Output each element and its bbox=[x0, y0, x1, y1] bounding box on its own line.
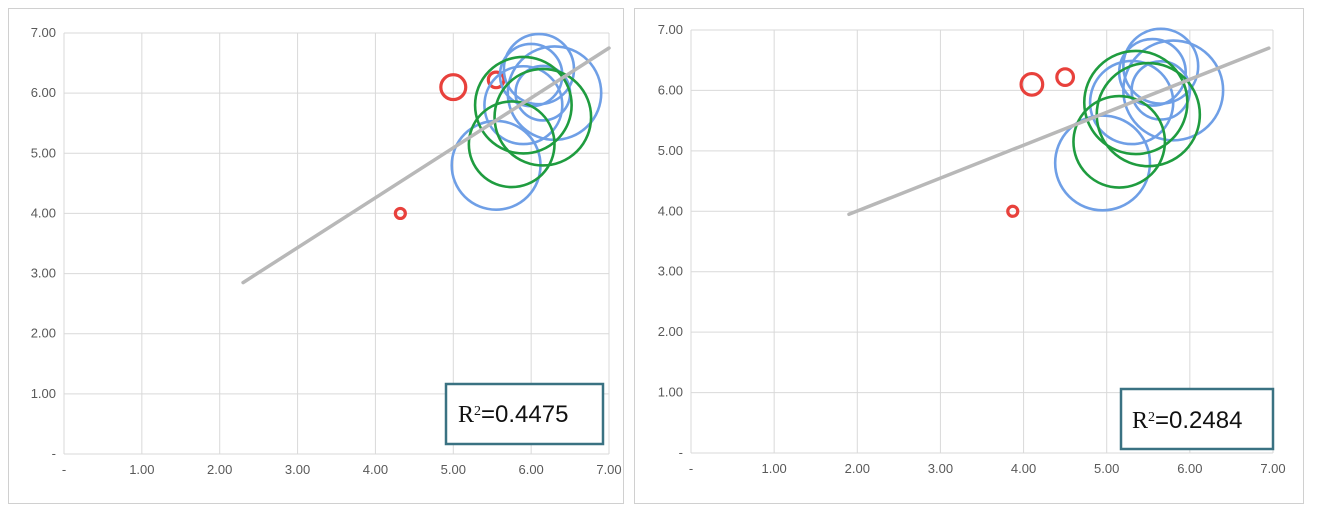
x-tick-label: 5.00 bbox=[1094, 461, 1119, 476]
x-tick-label: 2.00 bbox=[207, 462, 232, 477]
bubble-point bbox=[1122, 27, 1200, 105]
y-tick-label: 4.00 bbox=[31, 205, 56, 220]
r2-label: R2=0.2484 bbox=[1132, 407, 1242, 434]
bubble-point bbox=[1055, 67, 1076, 88]
y-tick-label: 7.00 bbox=[658, 22, 683, 37]
bubble-point bbox=[1082, 49, 1189, 156]
x-tick-label: 3.00 bbox=[285, 462, 310, 477]
r2-annotation: R2=0.2484 bbox=[1119, 387, 1275, 451]
y-tick-label: - bbox=[52, 446, 56, 461]
bubble-point bbox=[473, 55, 573, 155]
bubble-point bbox=[493, 67, 593, 167]
r2-superscript: 2 bbox=[1148, 410, 1155, 425]
data-bubbles bbox=[1006, 27, 1225, 218]
bubble-point bbox=[483, 64, 564, 146]
y-tick-label: - bbox=[679, 445, 683, 460]
x-axis-ticks: - 1.00 2.00 3.00 4.00 5.00 6.00 7.00 bbox=[689, 461, 1286, 476]
x-tick-label: 7.00 bbox=[1260, 461, 1285, 476]
trendline bbox=[241, 46, 611, 285]
bubble-point bbox=[467, 100, 556, 189]
x-axis-ticks: - 1.00 2.00 3.00 4.00 5.00 6.00 7.00 bbox=[62, 462, 622, 477]
r2-value: =0.2484 bbox=[1155, 407, 1242, 434]
y-tick-label: 6.00 bbox=[658, 82, 683, 97]
bubble-point bbox=[1122, 39, 1225, 142]
y-tick-label: 1.00 bbox=[31, 386, 56, 401]
r2-label: R2=0.4475 bbox=[458, 401, 568, 428]
y-tick-label: 1.00 bbox=[658, 385, 683, 400]
y-axis-ticks: - 1.00 2.00 3.00 4.00 5.00 6.00 7.00 bbox=[31, 25, 56, 461]
x-tick-label: 4.00 bbox=[363, 462, 388, 477]
x-tick-label: 1.00 bbox=[761, 461, 786, 476]
y-tick-label: 5.00 bbox=[658, 143, 683, 158]
x-tick-label: 4.00 bbox=[1011, 461, 1036, 476]
x-tick-label: 7.00 bbox=[596, 462, 621, 477]
scatter-chart-right-svg: - 1.00 2.00 3.00 4.00 5.00 6.00 7.00 - 1.00 2.00 3… bbox=[658, 22, 1286, 476]
scatter-chart-right: - 1.00 2.00 3.00 4.00 5.00 6.00 7.00 - 1.00 2.00 3… bbox=[634, 8, 1304, 504]
x-tick-label: 5.00 bbox=[441, 462, 466, 477]
bubble-point bbox=[393, 206, 407, 221]
y-axis-ticks: - 1.00 2.00 3.00 4.00 5.00 6.00 7.00 bbox=[658, 22, 683, 460]
bubble-point bbox=[1130, 60, 1192, 121]
grid-lines bbox=[690, 29, 1274, 454]
y-tick-label: 2.00 bbox=[658, 324, 683, 339]
bubble-point bbox=[1006, 204, 1020, 218]
bubble-point bbox=[1019, 71, 1045, 97]
x-tick-label: 6.00 bbox=[518, 462, 543, 477]
bubble-point bbox=[439, 73, 468, 102]
y-tick-label: 7.00 bbox=[31, 25, 56, 40]
y-tick-label: 3.00 bbox=[31, 266, 56, 281]
x-tick-label: 6.00 bbox=[1177, 461, 1202, 476]
y-tick-label: 3.00 bbox=[658, 264, 683, 279]
x-tick-label: - bbox=[689, 461, 693, 476]
trendline-line bbox=[241, 46, 611, 285]
r2-value: =0.4475 bbox=[481, 401, 568, 428]
x-tick-label: 2.00 bbox=[845, 461, 870, 476]
y-tick-label: 5.00 bbox=[31, 145, 56, 160]
y-tick-label: 6.00 bbox=[31, 85, 56, 100]
r2-superscript: 2 bbox=[474, 404, 481, 419]
y-tick-label: 4.00 bbox=[658, 203, 683, 218]
data-bubbles bbox=[393, 32, 603, 221]
scatter-chart-left-svg: - 1.00 2.00 3.00 4.00 5.00 6.00 7.00 - 1.00 2.00 3… bbox=[31, 25, 622, 477]
bubble-point bbox=[486, 70, 506, 90]
x-tick-label: 1.00 bbox=[129, 462, 154, 477]
bubble-point bbox=[1072, 94, 1167, 189]
y-tick-label: 2.00 bbox=[31, 326, 56, 341]
bubble-point bbox=[1053, 114, 1152, 212]
x-tick-label: - bbox=[62, 462, 66, 477]
r2-r: R bbox=[1132, 408, 1148, 434]
trendline-line bbox=[847, 46, 1271, 217]
scatter-chart-left: - 1.00 2.00 3.00 4.00 5.00 6.00 7.00 - 1.00 2.00 3… bbox=[8, 8, 624, 504]
r2-r: R bbox=[458, 402, 474, 428]
r2-annotation: R2=0.4475 bbox=[444, 382, 605, 446]
x-tick-label: 3.00 bbox=[928, 461, 953, 476]
trendline bbox=[847, 46, 1271, 217]
